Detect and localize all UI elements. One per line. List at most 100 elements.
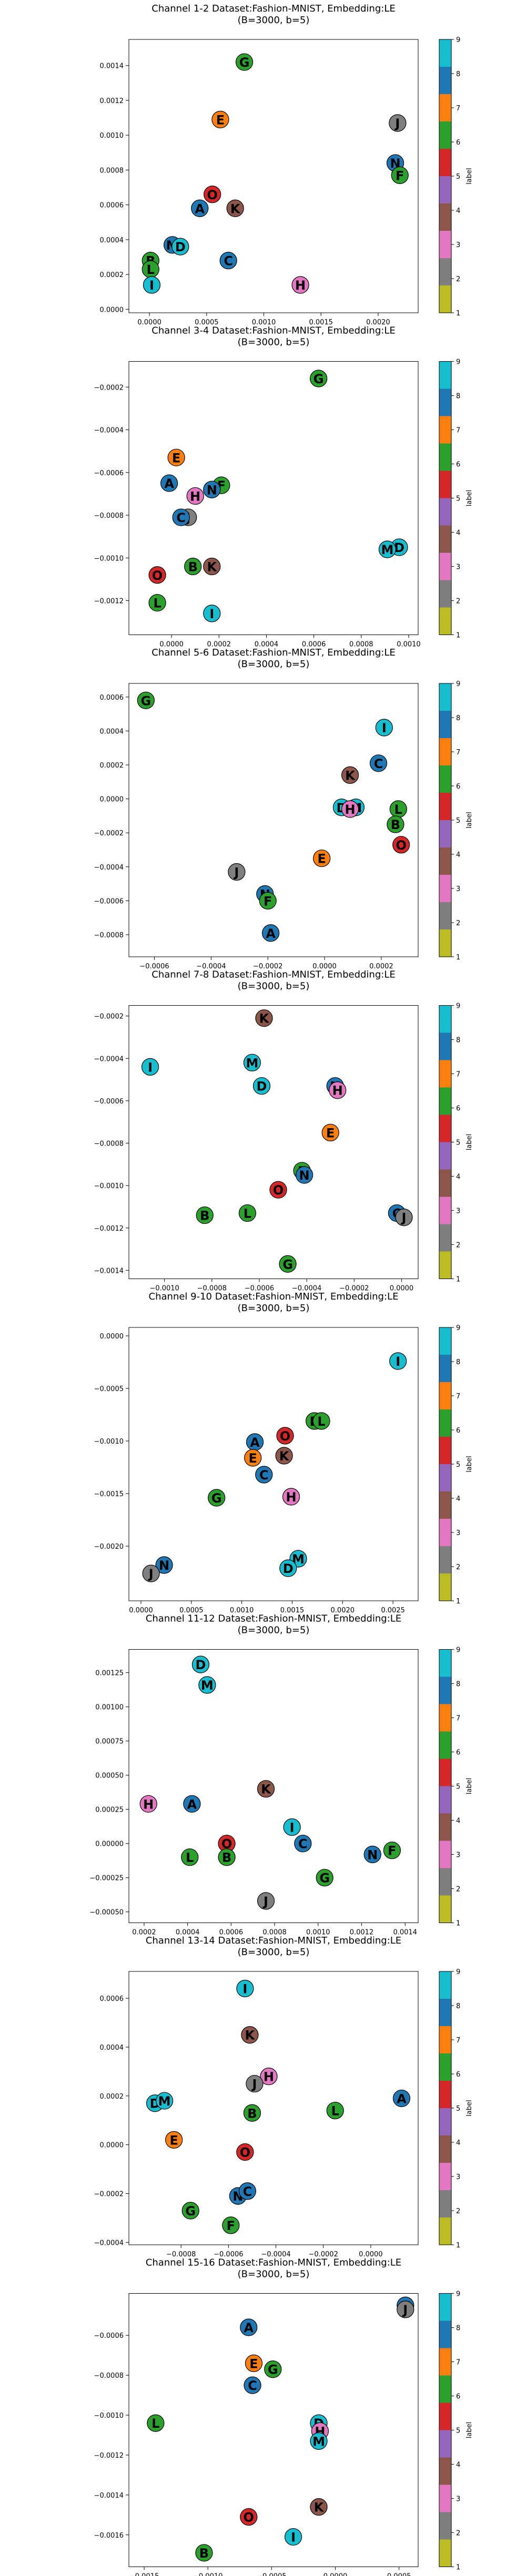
x-tick-label: 0.0014 [393,1929,417,1937]
data-point [369,754,388,772]
data-point [392,2089,411,2108]
colorbar-segment [439,1786,451,1814]
colorbar-tick-label: 8 [456,2002,460,2010]
colorbar-segment [439,793,451,821]
colorbar-tick-label: 9 [456,1324,460,1332]
data-point [255,1009,273,1027]
colorbar-tick-label: 3 [456,241,460,249]
x-tick-label: 0.0008 [349,641,373,649]
point-label: C [298,1837,308,1852]
point-label: N [207,483,217,497]
data-point [238,2182,257,2200]
colorbar-segment [439,1437,451,1465]
y-tick-label: −0.0012 [94,2452,124,2460]
colorbar-segment [439,1573,451,1601]
y-tick-label: 0.00000 [95,1841,124,1848]
x-tick-label: 0.0005 [179,1607,204,1614]
colorbar-tick-label: 9 [456,2291,460,2298]
point-label: E [317,852,326,866]
point-label: M [158,2094,171,2109]
point-label: E [249,2356,258,2371]
data-point [186,487,204,505]
chart-panel-4: Channel 7-8 Dataset:Fashion-MNIST, Embed… [94,969,473,1293]
colorbar-tick-label: 3 [456,885,460,893]
point-label: E [326,1126,335,1140]
x-tick-label: −0.0005 [257,2573,286,2576]
data-point [198,1676,216,1694]
colorbar-tick-label: 1 [456,954,460,962]
colorbar-segment [439,39,451,67]
x-tick-label: −0.0006 [245,1285,274,1293]
colorbar-segment [439,1060,451,1088]
colorbar-tick-label: 9 [456,36,460,44]
x-tick-label: 0.0002 [207,641,231,649]
colorbar-tick-label: 6 [456,1427,460,1435]
colorbar-tick-label: 5 [456,1783,460,1791]
y-tick-label: 0.0012 [100,97,124,105]
point-label: C [248,2378,257,2393]
y-tick-label: 0.0000 [100,2142,124,2150]
point-label: O [240,2145,250,2160]
data-point [141,1058,159,1076]
point-label: I [242,1982,247,1997]
point-label: G [211,1491,222,1506]
y-tick-label: −0.0002 [94,2191,124,2199]
data-point [219,252,237,270]
colorbar-segment [439,1704,451,1732]
y-tick-label: −0.0006 [94,897,124,905]
chart-panel-6: Channel 11-12 Dataset:Fashion-MNIST, Emb… [89,1613,473,1937]
data-point [244,1449,262,1467]
data-point [252,1077,271,1095]
point-label: L [151,2416,159,2431]
x-tick-label: 0.0005 [387,2573,411,2576]
colorbar-segment [439,1409,451,1437]
point-label: K [314,2500,325,2515]
axes-frame [128,683,419,957]
colorbar-segment [439,2403,451,2430]
colorbar-segment [439,2108,451,2136]
colorbar-label: label [466,1778,473,1794]
y-tick-label: −0.0005 [94,1385,124,1393]
colorbar-segment [439,1895,451,1923]
data-point [167,448,185,466]
chart-subtitle: (B=3000, b=5) [238,1625,310,1636]
point-label: C [374,757,383,771]
point-label: I [382,721,387,735]
chart-subtitle: (B=3000, b=5) [238,2269,310,2280]
y-tick-label: −0.0006 [94,469,124,477]
data-point [203,481,221,498]
data-point [260,2068,278,2086]
y-tick-label: −0.0012 [94,598,124,606]
y-tick-label: −0.00025 [89,1875,124,1883]
data-point [147,2414,165,2432]
colorbar-tick-label: 5 [456,1139,460,1147]
y-tick-label: 0.0004 [100,237,124,244]
data-point [226,199,244,217]
data-point [310,2432,328,2450]
colorbar-tick-label: 6 [456,1105,460,1113]
point-label: C [176,510,186,525]
point-label: I [396,1354,400,1369]
y-tick-label: −0.0016 [94,2532,124,2540]
data-point [291,276,309,294]
point-label: B [222,1851,231,1865]
data-point [294,1835,312,1853]
point-label: M [201,1678,214,1693]
colorbar-segment [439,94,451,122]
colorbar-tick-label: 6 [456,461,460,469]
colorbar-tick-label: 6 [456,1749,460,1757]
data-point [375,719,393,737]
point-label: G [282,1257,293,1272]
point-label: F [388,1844,396,1858]
x-tick-label: 0.0005 [195,319,219,326]
axes-frame [128,1005,419,1279]
point-label: J [402,2303,408,2317]
colorbar-segment [439,1813,451,1841]
data-point [246,2074,264,2093]
colorbar-tick-label: 2 [456,919,460,927]
colorbar-tick-label: 2 [456,2530,460,2538]
y-tick-label: 0.0010 [100,132,124,140]
point-label: O [244,2510,254,2525]
y-tick-label: 0.0000 [100,306,124,314]
colorbar-tick-label: 7 [456,427,460,435]
